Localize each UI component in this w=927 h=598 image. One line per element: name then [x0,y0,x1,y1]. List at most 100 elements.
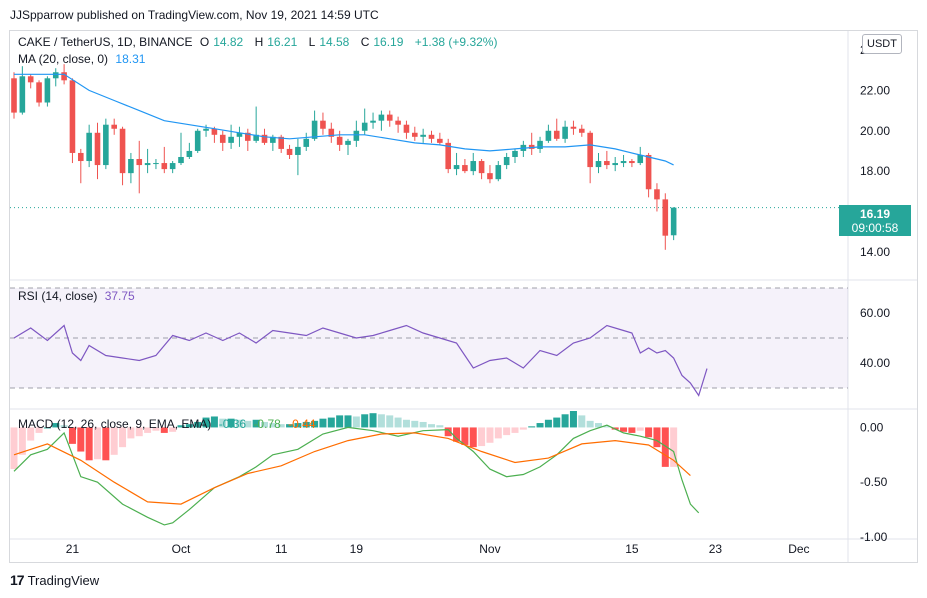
candle-down [245,132,251,141]
macd-histogram-bar [302,421,310,428]
candle-up [194,130,201,151]
macd-histogram-bar [261,421,268,428]
price-axis-label: 20.00 [860,124,890,138]
candle-down [61,72,67,81]
macd-histogram-bar [227,418,235,428]
ma-value: 18.31 [115,52,146,66]
rsi-value: 37.75 [104,289,135,303]
candle-up [169,163,176,170]
macd-histogram-bar [311,420,319,428]
macd-histogram-bar [519,427,527,430]
candle-up [253,134,259,141]
candle-up [495,165,502,180]
candle-down [629,161,635,164]
tradingview-logo[interactable]: 17 TradingView [10,572,99,588]
macd-histogram-bar [52,423,60,428]
macd-histogram-bar [277,424,285,428]
macd-histogram-bar [428,424,435,428]
candle-up [537,140,543,149]
candle-down [412,132,418,137]
macd-histogram-bar [620,427,628,432]
candle-up [512,150,518,157]
macd-histogram-bar [286,424,294,428]
macd-histogram-bar [185,424,193,428]
candle-down [161,163,168,170]
macd-line [13,424,700,526]
rsi-label[interactable]: RSI (14, close) [18,289,98,303]
candle-down [604,161,610,166]
x-axis-label: Dec [788,542,809,556]
macd-hist-value: -0.36 [218,417,247,431]
candle-up [228,136,234,143]
macd-histogram-bar [135,427,143,437]
tradingview-brand: TradingView [27,572,100,588]
macd-histogram-bar [369,413,377,428]
symbol-label[interactable]: CAKE / TetherUS, 1D, BINANCE [18,35,193,49]
macd-histogram-bar [269,423,277,428]
macd-histogram-bar [319,418,327,428]
candle-down [286,148,293,155]
macd-histogram-bar [43,427,51,429]
ma-label[interactable]: MA (20, close, 0) [18,52,109,66]
candle-up [236,132,243,137]
x-axis-label: Oct [172,542,191,556]
x-axis-label: Nov [479,542,500,556]
rsi-legend: RSI (14, close) 37.75 [18,289,139,303]
candle-up [595,161,602,168]
candle-up [378,114,385,121]
candle-up [44,78,51,103]
candle-down [654,189,660,200]
candle-down [487,173,493,180]
candle-down [119,128,126,174]
macd-histogram-bar [219,418,227,428]
macd-histogram-bar [544,419,552,428]
macd-histogram-bar [327,417,335,428]
macd-histogram-bar [18,427,26,455]
macd-histogram-bar [144,427,152,433]
macd-histogram-bar [386,415,394,428]
macd-histogram-bar [494,427,502,439]
macd-axis-label: -0.50 [860,475,888,489]
macd-histogram-bar [152,427,160,431]
macd-signal-value: -0.44 [288,417,316,431]
candle-up [311,120,318,139]
candle-up [19,76,26,113]
candle-up [52,72,59,79]
candle-up [86,132,92,162]
macd-histogram-bar [94,427,101,460]
macd-histogram-bar [436,425,444,428]
close-value: 16.19 [373,35,404,49]
macd-histogram-bar [578,415,586,428]
macd-histogram-bar [119,427,127,448]
tradingview-mark-icon: 17 [10,572,25,588]
x-axis-label: 21 [66,542,80,556]
macd-histogram-bar [110,427,118,455]
candle-down [587,132,593,168]
macd-histogram-bar [469,427,477,448]
macd-label[interactable]: MACD (12, 26, close, 9, EMA, EMA) [18,417,212,431]
candle-up [470,161,477,172]
macd-histogram-bar [336,415,344,428]
candle-down [219,134,226,143]
macd-histogram-bar [252,419,260,428]
macd-histogram-bar [210,416,218,428]
candle-up [612,163,618,166]
candle-up [503,156,510,166]
macd-histogram-bar [394,417,402,428]
candle-up [128,159,134,174]
candle-up [420,134,426,137]
candle-up [453,165,460,170]
published-header: JJSpparrow published on TradingView.com,… [10,8,379,22]
candle-up [144,163,151,166]
macd-histogram-bar [419,421,427,428]
macd-histogram-bar [528,426,536,428]
macd-histogram-bar [478,427,486,447]
candle-down [403,124,410,133]
ma-legend: MA (20, close, 0) 18.31 [18,52,149,66]
candle-up [620,161,627,164]
chart-frame [9,30,918,563]
currency-button[interactable]: USDT [862,34,902,54]
candle-down [261,134,268,143]
candle-down [11,78,17,113]
